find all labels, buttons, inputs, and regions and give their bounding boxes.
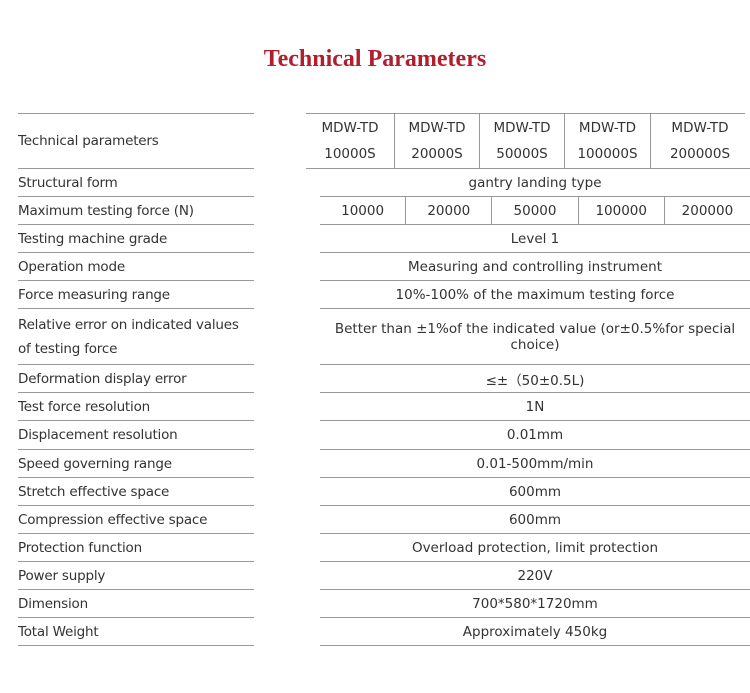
row-value: 10%-100% of the maximum testing force [320, 281, 750, 309]
value-cell: 200000 [681, 202, 734, 219]
row-value: 0.01mm [320, 421, 750, 450]
row-label: Displacement resolution [18, 421, 254, 450]
row-label: Speed governing range [18, 450, 254, 478]
page-title: Technical Parameters [263, 46, 487, 72]
row-label: Compression effective space [18, 506, 254, 534]
row-label: Test force resolution [18, 393, 254, 421]
row-label: Relative error on indicated values of te… [18, 309, 254, 365]
row-label: Operation mode [18, 253, 254, 281]
row-label: Testing machine grade [18, 225, 254, 253]
row-value: 220V [320, 562, 750, 590]
model-header: MDW-TD 100000S [565, 114, 651, 168]
value-cell: 50000 [492, 197, 579, 224]
value-cell: 100000 [579, 197, 665, 224]
model-header: MDW-TD 200000S [669, 120, 731, 162]
row-label: Protection function [18, 534, 254, 562]
row-value: Level 1 [320, 225, 750, 253]
divider [18, 113, 254, 114]
value-cell: 10000 [320, 197, 407, 224]
header-label: Technical parameters [18, 114, 254, 169]
model-header: MDW-TD 20000S [395, 114, 480, 168]
row-value: Better than ±1%of the indicated value (o… [320, 309, 750, 365]
row-value: 600mm [320, 478, 750, 506]
row-value: Overload protection, limit protection [320, 534, 750, 562]
row-label: Total Weight [18, 618, 254, 646]
row-label: Deformation display error [18, 365, 254, 393]
row-value: Measuring and controlling instrument [320, 253, 750, 281]
header-models: MDW-TD 10000S MDW-TD 20000S MDW-TD 50000S MDW-… [306, 114, 750, 169]
value-cell: 20000 [406, 197, 493, 224]
row-value: gantry landing type [320, 169, 750, 197]
row-value: 700*580*1720mm [320, 590, 750, 618]
row-label: Force measuring range [18, 281, 254, 309]
row-value: 1N [320, 393, 750, 421]
row-label: Stretch effective space [18, 478, 254, 506]
row-label: Power supply [18, 562, 254, 590]
row-value: 0.01-500mm/min [320, 450, 750, 478]
row-label: Maximum testing force (N) [18, 197, 254, 225]
divider [306, 113, 745, 114]
row-value: Approximately 450kg [320, 618, 750, 646]
row-label: Dimension [18, 590, 254, 618]
row-label: Structural form [18, 169, 254, 197]
row-value: 600mm [320, 506, 750, 534]
model-header: MDW-TD 10000S [306, 114, 395, 168]
model-header: MDW-TD 50000S [480, 114, 565, 168]
row-value: ≤±（50±0.5L) [320, 365, 750, 393]
row-value: 10000 20000 50000 100000 200000 [320, 197, 750, 225]
